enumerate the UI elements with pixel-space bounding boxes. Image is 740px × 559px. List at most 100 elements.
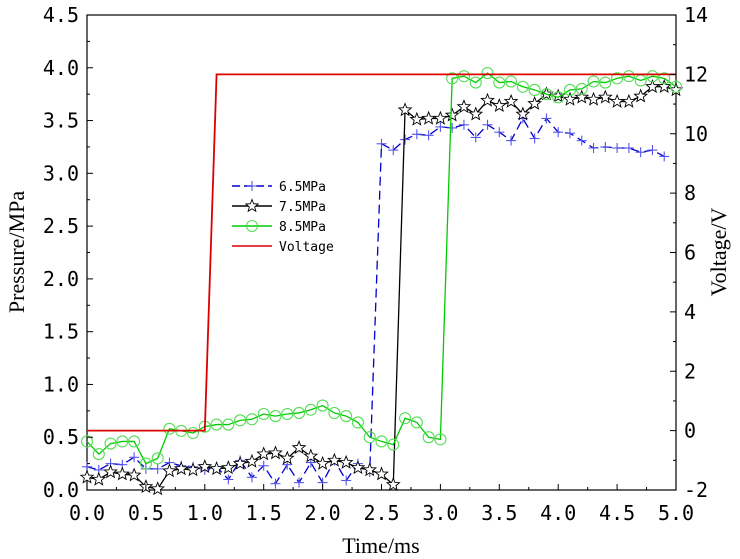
data-point	[527, 95, 543, 110]
data-point	[292, 406, 306, 419]
series-6-5mpa	[82, 113, 670, 489]
data-point	[222, 418, 235, 431]
data-point	[197, 459, 213, 474]
data-point	[587, 75, 600, 88]
data-point	[92, 448, 105, 461]
y2-axis-title: Voltage/V	[706, 207, 731, 296]
data-point	[185, 462, 201, 477]
y2-axis-ticks: -2 0 2 4 6 8 10 12 14	[670, 3, 708, 502]
legend-entry: 8.5MPa	[232, 219, 326, 235]
data-point	[400, 134, 411, 145]
data-point	[397, 102, 413, 117]
data-point	[529, 133, 540, 144]
legend-label: Voltage	[279, 240, 334, 255]
data-point	[114, 466, 130, 481]
data-point	[234, 414, 247, 427]
data-point	[128, 435, 141, 448]
data-point	[210, 418, 223, 431]
data-point	[399, 412, 412, 425]
data-point	[315, 455, 330, 470]
data-point	[528, 83, 541, 96]
y2-tick-label: 8	[684, 181, 696, 205]
data-point	[622, 70, 635, 83]
y2-tick-label: 6	[684, 241, 696, 265]
data-point	[505, 75, 518, 88]
data-point	[162, 463, 177, 478]
data-point	[151, 452, 164, 465]
data-point	[553, 127, 564, 138]
data-point	[186, 426, 200, 440]
legend-marker	[245, 219, 259, 233]
legend-entry: 6.5MPa	[232, 180, 326, 195]
data-point	[612, 143, 623, 153]
data-point	[506, 135, 517, 146]
series-line	[87, 73, 676, 432]
data-point	[257, 407, 270, 421]
data-point	[621, 93, 637, 108]
x-tick-label: 4.0	[540, 501, 576, 525]
y-axis-title: Pressure/MPa	[4, 191, 29, 313]
x-tick-label: 5.0	[658, 501, 694, 525]
data-point	[244, 453, 260, 468]
data-point	[411, 129, 422, 140]
y2-tick-label: 4	[684, 300, 696, 324]
data-point	[316, 399, 329, 412]
x-tick-label: 1.0	[187, 501, 223, 525]
data-point	[635, 147, 646, 158]
data-point	[279, 450, 295, 465]
data-point	[363, 431, 376, 444]
data-point	[304, 403, 317, 416]
data-point	[374, 466, 389, 481]
data-point	[281, 407, 294, 421]
series-voltage	[87, 73, 676, 432]
y2-tick-label: 14	[684, 3, 708, 27]
data-point	[126, 467, 142, 482]
x-axis-title: Time/ms	[342, 533, 419, 558]
data-point	[220, 460, 236, 475]
legend-marker	[244, 198, 260, 213]
y-tick-label: 2.0	[43, 267, 79, 291]
data-point	[458, 119, 469, 130]
data-point	[469, 76, 482, 89]
x-tick-label: 2.5	[363, 501, 399, 525]
data-point	[270, 478, 281, 489]
legend-entry: Voltage	[232, 240, 334, 255]
data-point	[574, 89, 590, 104]
data-point	[659, 151, 670, 162]
series-8-5mpa	[80, 67, 683, 470]
data-point	[491, 98, 507, 113]
data-point	[388, 145, 399, 156]
data-point	[609, 93, 625, 108]
data-point	[575, 82, 588, 95]
data-point	[447, 122, 458, 133]
data-point	[470, 132, 481, 143]
data-point	[494, 127, 505, 138]
y-axis-ticks: 0.0 0.5 1.0 1.5 2.0 2.5 3.0 3.5 4.0 4.5	[43, 3, 93, 502]
data-point	[597, 89, 613, 104]
data-point	[303, 448, 319, 463]
x-tick-label: 2.0	[305, 501, 341, 525]
data-point	[256, 446, 272, 461]
legend-entry: 7.5MPa	[232, 198, 326, 215]
data-point	[421, 110, 436, 125]
y-tick-label: 0.0	[43, 478, 79, 502]
data-point	[493, 76, 506, 89]
data-point	[340, 410, 353, 423]
plot-border	[86, 14, 677, 491]
data-point	[482, 119, 493, 130]
data-point	[223, 474, 234, 485]
data-point	[503, 93, 519, 108]
x-axis-ticks: 0.0 0.5 1.0 1.5 2.0 2.5 3.0 3.5 4.0 4.5 5.0	[69, 484, 694, 525]
data-point	[103, 464, 118, 479]
data-point	[385, 476, 401, 491]
data-point	[623, 143, 634, 153]
data-point	[423, 130, 434, 141]
y2-tick-label: -2	[684, 478, 708, 502]
data-point	[375, 435, 388, 448]
data-point	[163, 422, 176, 435]
data-point	[456, 99, 472, 114]
data-point	[327, 452, 342, 467]
data-point	[376, 138, 387, 149]
y2-tick-label: 10	[684, 122, 708, 146]
